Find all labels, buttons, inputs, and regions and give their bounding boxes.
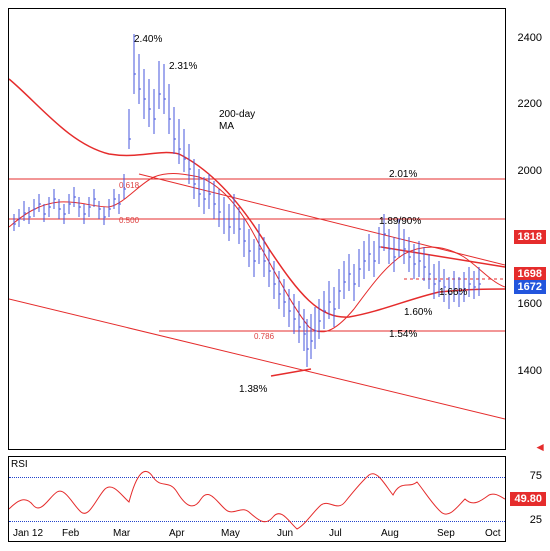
rsi-value-marker: 49.80 <box>510 492 546 506</box>
y-axis-label: 2400 <box>518 32 542 44</box>
annotation: 1.89/90% <box>379 216 421 227</box>
annotation: 1.66% <box>439 287 467 298</box>
rsi-y-label: 75 <box>530 470 542 482</box>
fib-label: 0.786 <box>254 332 274 341</box>
x-axis-label: Jan 12 <box>13 528 43 539</box>
arrow-icon: ◄ <box>534 440 546 454</box>
rsi-y-label: 25 <box>530 514 542 526</box>
main-price-chart: 2.40% 2.31% 200-day MA 2.01% 1.89/90% 1.… <box>8 8 506 450</box>
price-marker: 1698 <box>514 267 546 281</box>
annotation: 200-day <box>219 109 255 120</box>
x-axis-label: Feb <box>62 528 79 539</box>
y-axis-label: 1600 <box>518 298 542 310</box>
rsi-chart: RSI Jan 12 Feb Mar Apr May Jun Jul Aug S… <box>8 456 506 542</box>
fib-label: 0.618 <box>119 181 139 190</box>
fib-label: 0.500 <box>119 216 139 225</box>
y-axis-label: 1400 <box>518 365 542 377</box>
annotation: 1.38% <box>239 384 267 395</box>
y-axis-label: 2000 <box>518 165 542 177</box>
x-axis-label: May <box>221 528 240 539</box>
price-marker: 1672 <box>514 280 546 294</box>
chart-container: 2.40% 2.31% 200-day MA 2.01% 1.89/90% 1.… <box>0 0 550 551</box>
annotation: 2.40% <box>134 34 162 45</box>
x-axis-label: Sep <box>437 528 455 539</box>
x-axis-label: Mar <box>113 528 130 539</box>
annotation: 2.31% <box>169 61 197 72</box>
annotation: 1.60% <box>404 307 432 318</box>
x-axis-label: Jun <box>277 528 293 539</box>
x-axis-label: Jul <box>329 528 342 539</box>
x-axis-label: Oct <box>485 528 501 539</box>
y-axis-label: 2200 <box>518 98 542 110</box>
rsi-svg <box>9 457 505 541</box>
annotation: MA <box>219 121 234 132</box>
x-axis-label: Apr <box>169 528 185 539</box>
annotation: 2.01% <box>389 169 417 180</box>
price-marker: 1818 <box>514 230 546 244</box>
main-chart-svg <box>9 9 505 449</box>
x-axis-label: Aug <box>381 528 399 539</box>
annotation: 1.54% <box>389 329 417 340</box>
